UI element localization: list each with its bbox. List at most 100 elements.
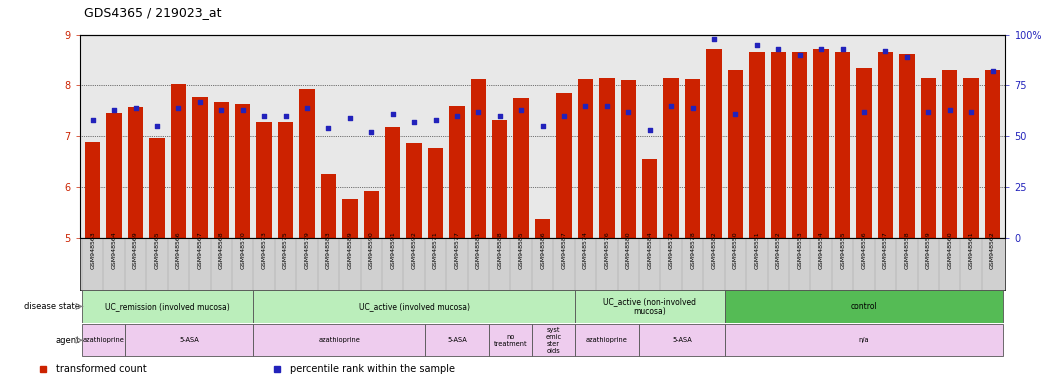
Text: 5-ASA: 5-ASA [447,337,467,343]
Point [770,46,787,52]
Bar [342,199,358,238]
Bar [899,54,915,238]
Point [855,109,872,115]
Bar [535,219,550,238]
Text: 5-ASA: 5-ASA [179,337,199,343]
Point [448,113,465,119]
Bar [364,191,379,238]
Bar [725,324,1003,356]
Point [598,103,615,109]
Bar [85,142,100,238]
Point [277,113,294,119]
Bar [964,78,979,238]
Bar [124,324,253,356]
Bar [725,290,1003,323]
Point [684,104,701,111]
Point [942,107,959,113]
Text: GDS4365 / 219023_at: GDS4365 / 219023_at [84,6,221,19]
Point [234,107,251,113]
Bar [749,52,765,238]
Bar [320,174,336,238]
Point [148,123,165,129]
Point [170,104,187,111]
Bar [556,93,571,238]
Bar [532,324,575,356]
Point [555,113,572,119]
Bar [620,80,636,238]
Bar [639,324,725,356]
Bar [575,324,639,356]
Bar [835,52,850,238]
Bar [82,324,124,356]
Bar [814,49,829,238]
Point [834,46,851,52]
Point [727,111,744,117]
Bar [878,52,893,238]
Point [213,107,230,113]
Bar [642,159,658,238]
Point [813,46,830,52]
Bar [489,324,532,356]
Bar [857,68,871,238]
Point [877,48,894,54]
Bar [706,49,721,238]
Bar [235,104,250,238]
Point [577,103,594,109]
Bar [449,106,465,238]
Bar [664,78,679,238]
Bar [770,52,786,238]
Point [663,103,680,109]
Bar [685,79,700,238]
Point [898,54,915,60]
Text: azathioprine: azathioprine [586,337,628,343]
Bar [728,70,743,238]
Bar [253,324,425,356]
Point [405,119,422,125]
Bar [792,52,808,238]
Text: 5-ASA: 5-ASA [672,337,692,343]
Point [492,113,509,119]
Bar [920,78,936,238]
Bar [599,78,615,238]
Bar [82,290,253,323]
Point [384,111,401,117]
Point [127,104,144,111]
Point [705,36,722,42]
Point [642,127,659,133]
Bar [214,102,229,238]
Bar [985,70,1000,238]
Point [192,99,209,105]
Bar [149,137,165,238]
Point [427,117,444,123]
Bar [575,290,725,323]
Bar [942,70,958,238]
Text: azathioprine: azathioprine [82,337,124,343]
Point [363,129,380,135]
Bar [278,122,294,238]
Text: UC_remission (involved mucosa): UC_remission (involved mucosa) [105,302,230,311]
Bar [256,122,271,238]
Text: control: control [851,302,878,311]
Bar [578,79,594,238]
Point [748,41,765,48]
Text: transformed count: transformed count [56,364,147,374]
Text: UC_active (non-involved
mucosa): UC_active (non-involved mucosa) [603,297,696,316]
Point [255,113,272,119]
Bar [128,107,144,238]
Point [534,123,551,129]
Text: percentile rank within the sample: percentile rank within the sample [290,364,455,374]
Point [620,109,637,115]
Point [105,107,122,113]
Bar [253,290,575,323]
Bar [406,143,421,238]
Bar [106,113,121,238]
Text: n/a: n/a [859,337,869,343]
Point [320,125,337,131]
Point [984,68,1001,74]
Point [919,109,936,115]
Bar [385,127,400,238]
Point [298,104,315,111]
Point [513,107,530,113]
Point [84,117,101,123]
Point [792,52,809,58]
